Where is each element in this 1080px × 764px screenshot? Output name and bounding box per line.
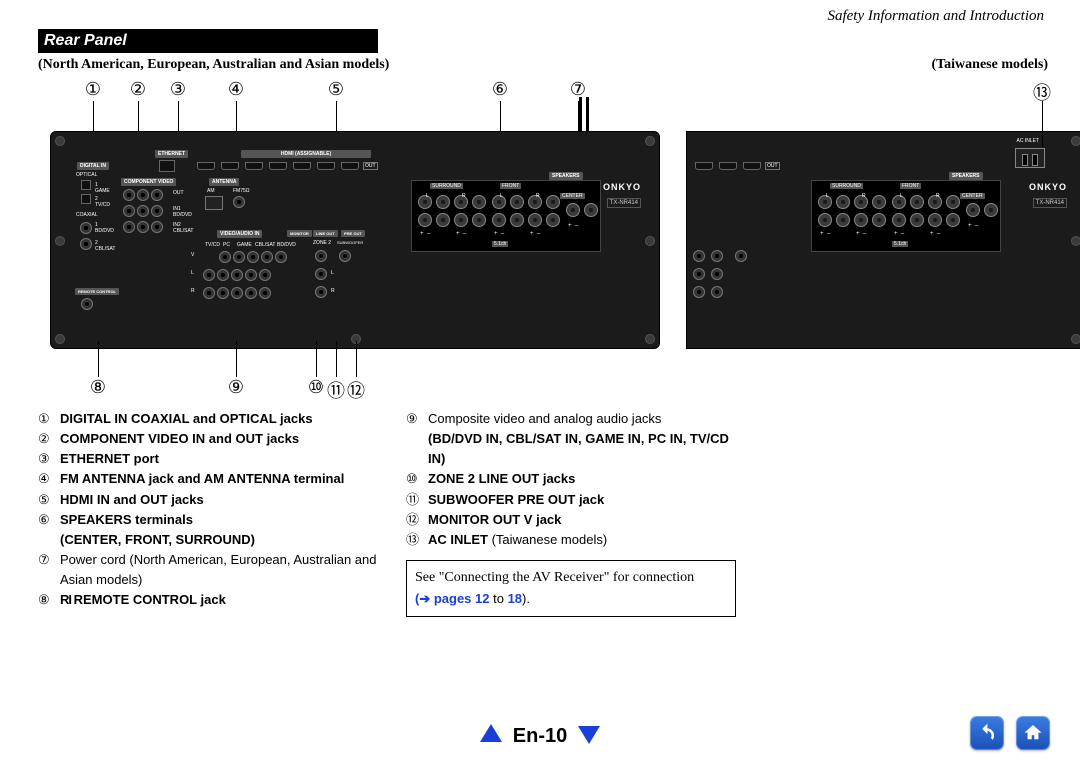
prev-page-icon[interactable] <box>480 724 502 742</box>
subtitle-right: (Taiwanese models) <box>931 57 1048 73</box>
ref-number: ④ <box>224 79 248 100</box>
ref-number: ① <box>81 79 105 100</box>
next-page-icon[interactable] <box>578 726 600 744</box>
callout-item: ⑬AC INLET (Taiwanese models) <box>406 530 746 550</box>
label-ethernet: ETHERNET <box>155 150 188 158</box>
label-ac-inlet: AC INLET <box>1016 138 1039 144</box>
callout-item: ⑧RI REMOTE CONTROL jack <box>38 590 378 610</box>
label-monitor: MONITOR <box>287 230 312 237</box>
label-hdmi: HDMI (ASSIGNABLE) <box>241 150 371 158</box>
rear-panel-diagram: ①②③④⑤⑥⑦ ⑬ ETHERNET HDMI (ASSIGNABLE) <box>38 79 1046 399</box>
ref-number: ⑥ <box>488 79 512 100</box>
subtitle-left: (North American, European, Australian an… <box>38 57 389 73</box>
callout-item: ⑪SUBWOOFER PRE OUT jack <box>406 490 746 510</box>
main-rear-panel: ETHERNET HDMI (ASSIGNABLE) OUT DIGITAL I… <box>50 131 660 349</box>
label-digital-in: DIGITAL IN <box>77 162 109 170</box>
callout-item: ①DIGITAL IN COAXIAL and OPTICAL jacks <box>38 409 378 429</box>
page-footer: En-10 <box>0 724 1080 748</box>
label-va-in: VIDEO/AUDIO IN <box>217 230 262 238</box>
callout-item: ④FM ANTENNA jack and AM ANTENNA terminal <box>38 469 378 489</box>
ref-number: ⑨ <box>224 377 248 398</box>
callout-item: ⑦Power cord (North American, European, A… <box>38 550 378 590</box>
section-title: Rear Panel <box>38 29 378 53</box>
label-speakers: SPEAKERS <box>549 172 583 180</box>
model-subtitles: (North American, European, Australian an… <box>38 57 1048 73</box>
label-component: COMPONENT VIDEO <box>121 178 176 186</box>
home-button-icon[interactable] <box>1016 716 1050 750</box>
manual-page: Safety Information and Introduction Rear… <box>0 0 1080 764</box>
ref-number: ⑫ <box>344 377 368 403</box>
callout-item: ⑥SPEAKERS terminals(CENTER, FRONT, SURRO… <box>38 510 378 550</box>
page-link[interactable]: pages 12 <box>434 591 490 606</box>
label-remote: REMOTE CONTROL <box>75 288 119 295</box>
ref-number: ⑧ <box>86 377 110 398</box>
callout-item: ⑫MONITOR OUT V jack <box>406 510 746 530</box>
model-text: TX-NR414 <box>607 198 641 208</box>
ref-number: ② <box>126 79 150 100</box>
connection-note: See "Connecting the AV Receiver" for con… <box>406 560 736 617</box>
callout-item: ③ETHERNET port <box>38 449 378 469</box>
brand-logo-text: ONKYO <box>603 182 641 192</box>
page-link[interactable]: 18 <box>508 591 522 606</box>
callout-col-right: ⑨Composite video and analog audio jacks(… <box>406 409 746 617</box>
header-text: Safety Information and Introduction <box>38 8 1048 25</box>
label-antenna: ANTENNA <box>209 178 239 186</box>
callout-item: ⑩ZONE 2 LINE OUT jacks <box>406 469 746 489</box>
callout-col-left: ①DIGITAL IN COAXIAL and OPTICAL jacks②CO… <box>38 409 378 617</box>
ref-number: ③ <box>166 79 190 100</box>
back-button-icon[interactable] <box>970 716 1004 750</box>
ref-number: ⑤ <box>324 79 348 100</box>
page-number: En-10 <box>513 725 567 747</box>
callout-columns: ①DIGITAL IN COAXIAL and OPTICAL jacks②CO… <box>38 409 1048 617</box>
callout-item: ②COMPONENT VIDEO IN and OUT jacks <box>38 429 378 449</box>
callout-item: ⑨Composite video and analog audio jacks(… <box>406 409 746 469</box>
ac-inlet-icon <box>1015 148 1045 168</box>
taiwan-rear-panel: AC INLET OUT SPEAKERS SURROUND FRONT CEN… <box>686 131 1080 349</box>
callout-item: ⑤HDMI IN and OUT jacks <box>38 490 378 510</box>
speakers-block: SURROUND FRONT CENTER L R L R + – + <box>411 180 601 252</box>
